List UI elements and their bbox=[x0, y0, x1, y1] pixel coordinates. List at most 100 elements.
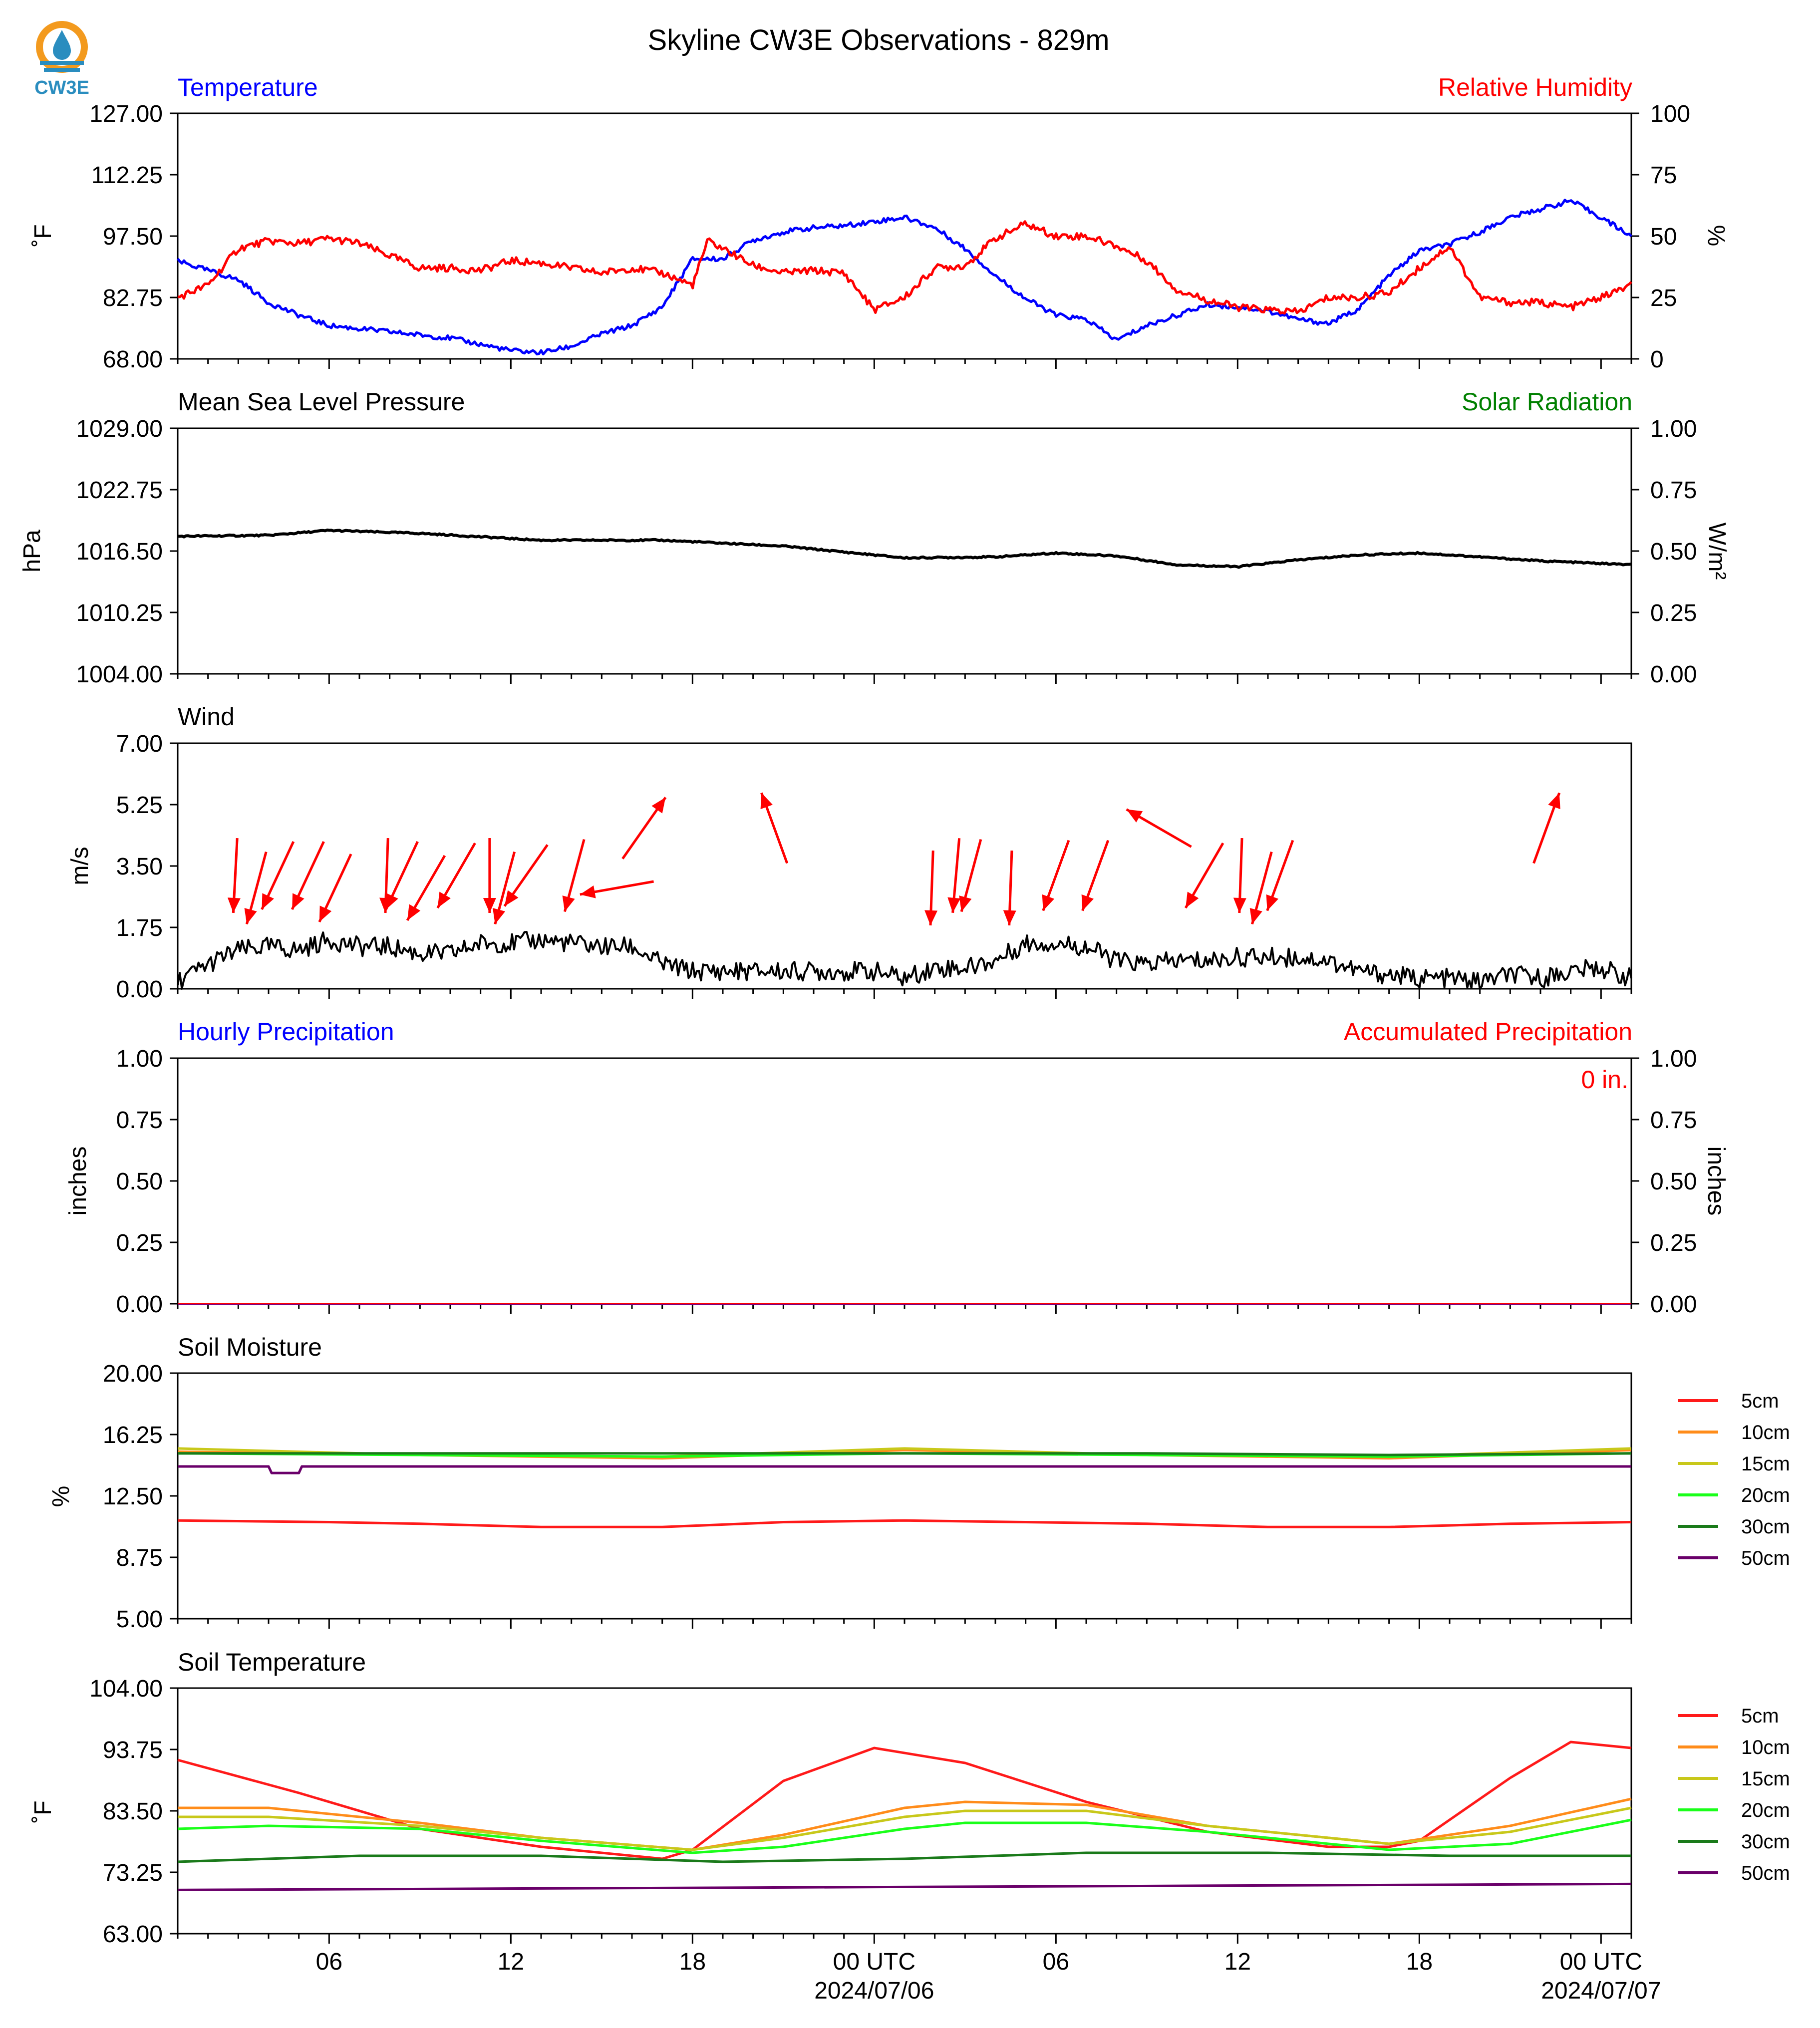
ytick-label-left-soil_moisture-2: 12.50 bbox=[103, 1483, 163, 1510]
soil-moisture-legend-label-2: 15cm bbox=[1741, 1453, 1790, 1475]
cw3e-logo: CW3E bbox=[31, 18, 101, 103]
hourly-precip-title: Hourly Precipitation bbox=[178, 1018, 394, 1046]
ytick-label-left-precip-3: 0.25 bbox=[116, 1230, 163, 1256]
figure-title: Skyline CW3E Observations - 829m bbox=[647, 24, 1109, 56]
ytick-label-left-soil_temp-0: 104.00 bbox=[89, 1676, 163, 1702]
soil-temp-legend-label-2: 15cm bbox=[1741, 1768, 1790, 1790]
precip-ylabel-left: inches bbox=[65, 1147, 91, 1216]
wind-arrowhead-12 bbox=[562, 895, 575, 912]
soil-temp-line-20cm bbox=[177, 1818, 1632, 1854]
axes-frame-precip bbox=[177, 1057, 1632, 1305]
wind-arrowhead-16 bbox=[924, 910, 938, 925]
soil-temp-line-30cm bbox=[177, 1851, 1631, 1863]
soil-temp-legend-label-1: 10cm bbox=[1741, 1737, 1790, 1758]
soil-moisture-line-30cm bbox=[178, 1452, 1632, 1456]
soil-temp-legend-label-3: 20cm bbox=[1741, 1799, 1790, 1821]
pressure-ylabel: hPa bbox=[19, 530, 45, 573]
wind-arrowhead-26 bbox=[1266, 894, 1279, 911]
soil-temp-line-5cm bbox=[177, 1740, 1632, 1860]
wind-arrowhead-1 bbox=[244, 908, 257, 924]
wind-arrowhead-27 bbox=[1548, 793, 1560, 810]
soil-moisture-line-5cm bbox=[177, 1519, 1632, 1528]
logo-icon: CW3E bbox=[34, 21, 89, 98]
ytick-label-right-precip-4: 0.00 bbox=[1650, 1291, 1697, 1318]
soil-temp-line-15cm bbox=[178, 1806, 1632, 1851]
date-label-1: 2024/07/07 bbox=[1541, 1978, 1661, 2004]
soil-temp-line-50cm bbox=[177, 1882, 1632, 1891]
ytick-label-right-precip-0: 1.00 bbox=[1650, 1046, 1697, 1072]
precip-ylabel-right: inches bbox=[1703, 1147, 1729, 1216]
wind-arrowhead-0 bbox=[227, 897, 241, 913]
ytick-label-left-temp_rh-1: 112.25 bbox=[91, 162, 163, 189]
ytick-label-right-temp_rh-1: 75 bbox=[1650, 162, 1677, 189]
wind-arrowhead-9 bbox=[483, 898, 496, 913]
ytick-label-left-wind-1: 5.25 bbox=[116, 792, 163, 819]
wind-arrowhead-4 bbox=[319, 905, 332, 922]
soil-moisture-legend-label-5: 50cm bbox=[1741, 1547, 1790, 1569]
soil-moisture-legend-label-3: 20cm bbox=[1741, 1484, 1790, 1506]
pressure-title: Mean Sea Level Pressure bbox=[178, 388, 465, 416]
wind-arrowhead-7 bbox=[407, 904, 421, 920]
ytick-label-left-pressure-2: 1016.50 bbox=[76, 539, 163, 565]
ytick-label-left-pressure-3: 1010.25 bbox=[76, 600, 163, 626]
ytick-label-left-soil_moisture-0: 20.00 bbox=[103, 1361, 163, 1387]
soil-moisture-ylabel: % bbox=[48, 1486, 74, 1507]
wind-arrowhead-19 bbox=[1003, 910, 1016, 925]
logo-text: CW3E bbox=[34, 77, 89, 98]
wind-arrowhead-20 bbox=[1042, 894, 1055, 911]
soil-moisture-legend-label-4: 30cm bbox=[1741, 1516, 1790, 1538]
ytick-label-right-pressure-1: 0.75 bbox=[1650, 477, 1697, 504]
ytick-label-left-pressure-4: 1004.00 bbox=[76, 661, 163, 688]
temperature-line bbox=[177, 199, 1632, 356]
ytick-label-left-soil_moisture-3: 8.75 bbox=[116, 1545, 163, 1571]
ytick-label-right-pressure-0: 1.00 bbox=[1650, 416, 1697, 442]
pressure-line bbox=[177, 528, 1632, 569]
plot-area: 127.00112.2597.5082.7568.001007550250102… bbox=[76, 101, 1790, 2004]
soil-moisture-legend-label-0: 5cm bbox=[1741, 1390, 1779, 1412]
wind-arrowhead-3 bbox=[292, 893, 304, 910]
wind-arrowhead-23 bbox=[1186, 891, 1199, 908]
accum-precip-title: Accumulated Precipitation bbox=[1344, 1018, 1632, 1046]
ytick-label-right-temp_rh-2: 50 bbox=[1650, 224, 1677, 250]
xtick-label-5: 12 bbox=[1224, 1949, 1251, 1975]
axes-frame-temp_rh bbox=[177, 112, 1632, 360]
ytick-label-right-pressure-3: 0.25 bbox=[1650, 600, 1697, 626]
axes-frame-soil_moisture bbox=[177, 1372, 1632, 1620]
wind-arrowhead-10 bbox=[492, 908, 506, 924]
ytick-label-left-precip-2: 0.50 bbox=[116, 1168, 163, 1195]
wind-arrowhead-8 bbox=[437, 891, 451, 908]
ytick-label-left-wind-2: 3.50 bbox=[116, 854, 163, 880]
wind-speed-line bbox=[177, 931, 1632, 990]
wind-arrowhead-18 bbox=[959, 895, 972, 912]
ytick-label-left-wind-4: 0.00 bbox=[116, 976, 163, 1003]
ytick-label-left-soil_temp-1: 93.75 bbox=[103, 1737, 163, 1763]
ytick-label-left-soil_temp-4: 63.00 bbox=[103, 1921, 163, 1948]
ytick-label-left-temp_rh-2: 97.50 bbox=[103, 224, 163, 250]
temp-ylabel: ˚F bbox=[30, 224, 56, 247]
ytick-label-right-precip-1: 0.75 bbox=[1650, 1107, 1697, 1134]
rh-title: Relative Humidity bbox=[1438, 73, 1632, 101]
axes-frame-soil_temp bbox=[177, 1687, 1632, 1935]
wind-arrowhead-14 bbox=[651, 797, 666, 814]
wind-arrowhead-17 bbox=[947, 897, 961, 913]
wind-arrowhead-11 bbox=[504, 890, 519, 906]
ytick-label-left-temp_rh-0: 127.00 bbox=[89, 101, 163, 127]
wind-arrowhead-2 bbox=[262, 893, 274, 910]
accum-precip-value: 0 in. bbox=[1581, 1066, 1628, 1094]
soil-temp-legend-label-5: 50cm bbox=[1741, 1862, 1790, 1884]
ytick-label-left-precip-0: 1.00 bbox=[116, 1046, 163, 1072]
soil-moisture-line-50cm bbox=[178, 1465, 1631, 1474]
wind-arrowhead-21 bbox=[1081, 894, 1094, 911]
ytick-label-right-temp_rh-3: 25 bbox=[1650, 285, 1677, 311]
ytick-label-left-temp_rh-3: 82.75 bbox=[103, 285, 163, 311]
ytick-label-left-soil_temp-2: 83.50 bbox=[103, 1798, 163, 1825]
solar-ylabel: W/m² bbox=[1704, 523, 1730, 580]
ytick-label-left-soil_temp-3: 73.25 bbox=[103, 1860, 163, 1886]
ytick-label-left-wind-3: 1.75 bbox=[116, 915, 163, 941]
ytick-label-right-temp_rh-4: 0 bbox=[1650, 346, 1664, 373]
xtick-label-0: 06 bbox=[316, 1949, 342, 1975]
soil-moisture-title: Soil Moisture bbox=[178, 1333, 322, 1361]
ytick-label-left-pressure-0: 1029.00 bbox=[76, 416, 163, 442]
ytick-label-left-temp_rh-4: 68.00 bbox=[103, 346, 163, 373]
